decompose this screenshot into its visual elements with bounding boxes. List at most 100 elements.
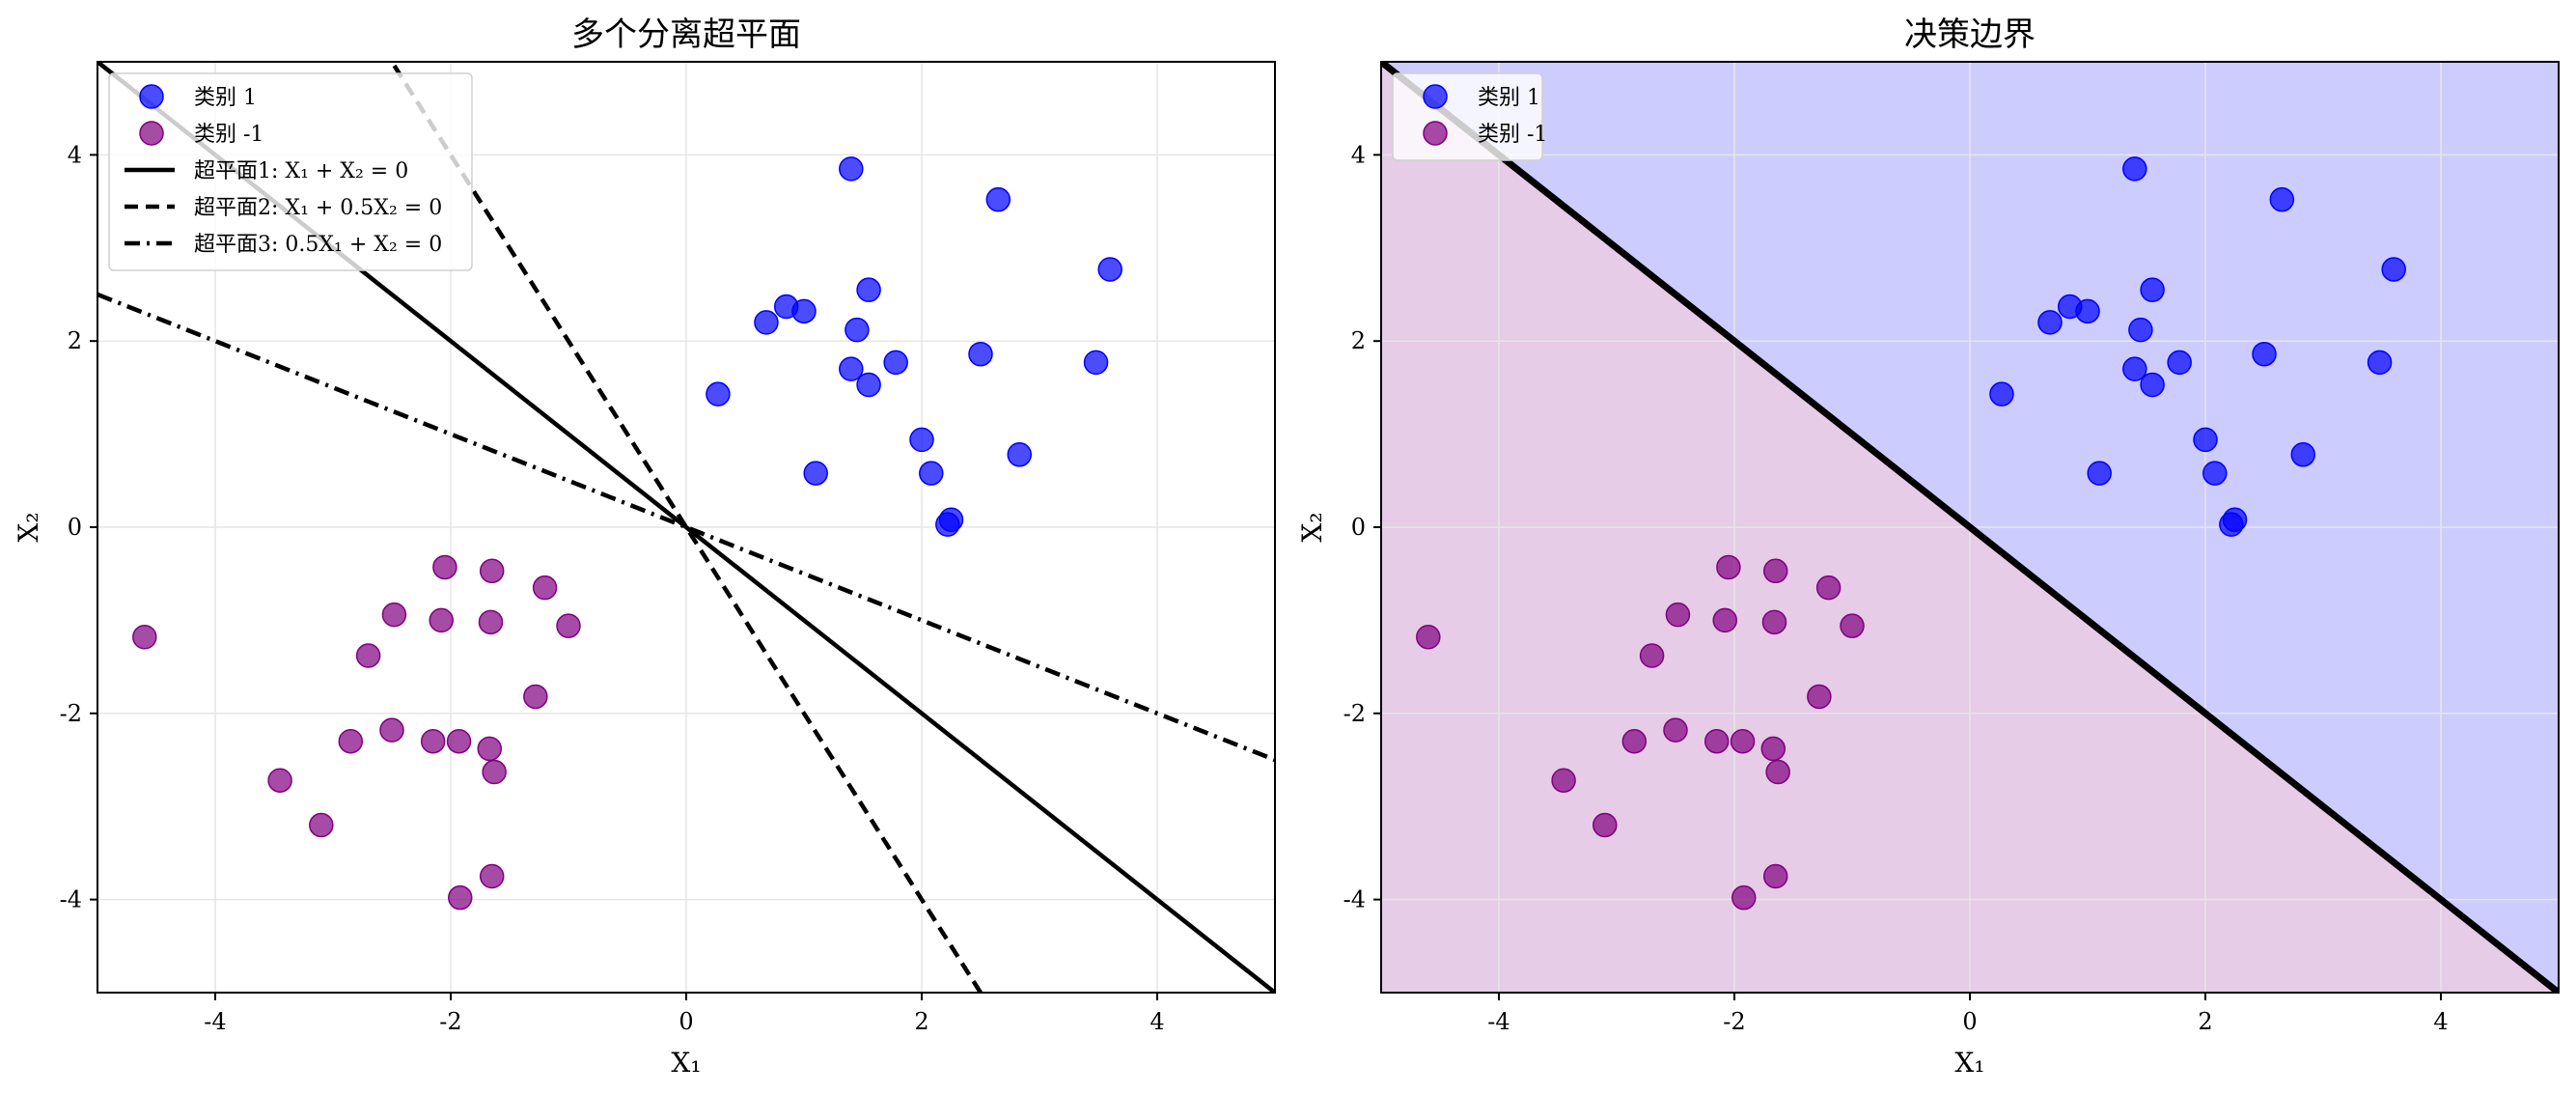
class-positive-point bbox=[856, 277, 881, 302]
class-positive-point bbox=[2128, 317, 2153, 343]
left-y-tick-label: 2 bbox=[68, 327, 82, 354]
class-positive-point bbox=[1083, 350, 1109, 376]
class-negative-point bbox=[1731, 884, 1757, 911]
class-positive-point bbox=[754, 310, 779, 335]
class-positive-point bbox=[2381, 257, 2406, 282]
hyperplane-line-3 bbox=[97, 292, 1275, 763]
left-legend-class-positive-swatch bbox=[139, 84, 164, 109]
class-negative-point bbox=[381, 602, 407, 628]
left-legend-label: 超平面1: X₁ + X₂ = 0 bbox=[194, 159, 408, 183]
class-negative-point bbox=[1760, 736, 1787, 762]
right-legend-label: 类别 1 bbox=[1478, 86, 1540, 110]
class-positive-point bbox=[1007, 442, 1033, 467]
left-legend: 类别 1 类别 -1 超平面1: X₁ + X₂ = 0 超平面2: X₁ + 0.5… bbox=[108, 72, 473, 271]
class-negative-point bbox=[132, 625, 157, 650]
class-positive-point bbox=[2122, 156, 2147, 182]
class-negative-point bbox=[1663, 717, 1688, 743]
class-positive-point bbox=[706, 381, 731, 407]
left-legend-class-negative-swatch bbox=[139, 121, 164, 146]
class-negative-point bbox=[355, 643, 381, 668]
class-negative-point bbox=[556, 613, 581, 638]
class-positive-point bbox=[1097, 257, 1122, 282]
class-positive-point bbox=[2087, 461, 2112, 486]
right-legend-label: 类别 -1 bbox=[1478, 123, 1547, 147]
class-negative-point bbox=[420, 728, 446, 754]
right-y-tick-label: 4 bbox=[1351, 141, 1366, 168]
class-negative-point bbox=[532, 575, 558, 601]
class-negative-point bbox=[446, 728, 472, 754]
decision-boundary-line bbox=[1381, 62, 2559, 993]
class-positive-point bbox=[2219, 512, 2244, 537]
class-positive-point bbox=[1989, 381, 2014, 407]
left-x-tick-label: -4 bbox=[204, 1008, 226, 1035]
right-y-tick-label: 0 bbox=[1351, 514, 1366, 541]
class-positive-point bbox=[935, 512, 960, 537]
class-positive-point bbox=[803, 461, 828, 486]
class-negative-point bbox=[429, 607, 454, 633]
right-x-tick-label: 2 bbox=[2198, 1008, 2212, 1035]
class-negative-point bbox=[479, 863, 505, 889]
right-y-tick-label: -4 bbox=[1343, 886, 1366, 913]
left-y-tick-label: 4 bbox=[68, 141, 82, 168]
class-negative-point bbox=[1730, 728, 1756, 754]
right-x-tick-label: 4 bbox=[2433, 1008, 2448, 1035]
left-legend-label: 类别 -1 bbox=[194, 123, 263, 147]
class-positive-point bbox=[2193, 427, 2218, 453]
left-x-tick-label: 2 bbox=[914, 1008, 928, 1035]
right-chart-title: 决策边界 bbox=[1904, 15, 2036, 54]
left-y-tick-label: -4 bbox=[60, 886, 82, 913]
class-positive-point bbox=[2290, 442, 2316, 467]
class-negative-point bbox=[523, 684, 548, 710]
left-y-tick-label: -2 bbox=[60, 700, 82, 727]
left-chart-panel: 多个分离超平面 X₁ X₂ -4 -2 0 2 4 -4 -2 0 2 4 类别 1 类别 -1 超平面… bbox=[13, 15, 1276, 1079]
class-negative-point bbox=[479, 558, 505, 584]
left-chart-title: 多个分离超平面 bbox=[571, 15, 801, 54]
class-negative-point bbox=[478, 609, 504, 635]
class-positive-point bbox=[2202, 461, 2228, 486]
left-chart-x-axis-label: X₁ bbox=[671, 1047, 701, 1079]
right-x-tick-label: -2 bbox=[1723, 1008, 1745, 1035]
class-positive-point bbox=[2075, 298, 2100, 324]
hyperplane-line-2 bbox=[390, 62, 983, 993]
class-negative-point bbox=[1665, 602, 1691, 628]
class-positive-point bbox=[839, 156, 864, 182]
class-negative-point bbox=[1416, 625, 1441, 650]
class-negative-point bbox=[1765, 759, 1790, 785]
class-negative-point bbox=[448, 884, 473, 911]
class-negative-point bbox=[1840, 613, 1865, 638]
right-chart-y-axis-label: X₂ bbox=[1296, 512, 1328, 542]
class-negative-point bbox=[432, 554, 457, 580]
right-plot-area bbox=[1381, 62, 2559, 993]
left-y-tick-label: 0 bbox=[68, 514, 82, 541]
class-positive-point bbox=[2167, 350, 2192, 376]
left-x-tick-label: -2 bbox=[439, 1008, 461, 1035]
class-negative-point bbox=[1815, 575, 1842, 601]
left-legend-label: 类别 1 bbox=[194, 86, 257, 110]
class-negative-point bbox=[309, 812, 334, 838]
class-negative-point bbox=[1621, 728, 1648, 754]
class-positive-point bbox=[2037, 310, 2063, 335]
class-negative-point bbox=[1807, 684, 1832, 710]
class-positive-point bbox=[2140, 372, 2165, 398]
right-x-tick-label: -4 bbox=[1487, 1008, 1510, 1035]
class-negative-point bbox=[1712, 607, 1737, 633]
class-negative-point bbox=[1551, 768, 1576, 793]
right-y-tick-label: 2 bbox=[1351, 327, 1366, 354]
class-negative-point bbox=[1762, 558, 1788, 584]
left-x-tick-label: 0 bbox=[679, 1008, 693, 1035]
class-positive-point bbox=[2269, 186, 2295, 212]
right-chart-panel: 决策边界 X₁ X₂ -4 -2 0 2 4 -4 -2 0 2 4 类别 1 类别 -1 bbox=[1296, 15, 2560, 1079]
right-legend: 类别 1 类别 -1 bbox=[1392, 72, 1547, 161]
right-legend-class-positive-swatch bbox=[1423, 84, 1448, 109]
right-y-tick-label: -2 bbox=[1343, 700, 1366, 727]
class-negative-point bbox=[267, 768, 292, 793]
class-negative-point bbox=[1761, 609, 1787, 635]
class-negative-point bbox=[477, 736, 503, 762]
class-negative-point bbox=[1716, 554, 1741, 580]
class-positive-point bbox=[856, 372, 881, 398]
class-negative-point bbox=[338, 728, 364, 754]
class-negative-point bbox=[1639, 643, 1665, 668]
class-positive-point bbox=[909, 427, 934, 453]
left-legend-label: 超平面2: X₁ + 0.5X₂ = 0 bbox=[194, 196, 442, 220]
